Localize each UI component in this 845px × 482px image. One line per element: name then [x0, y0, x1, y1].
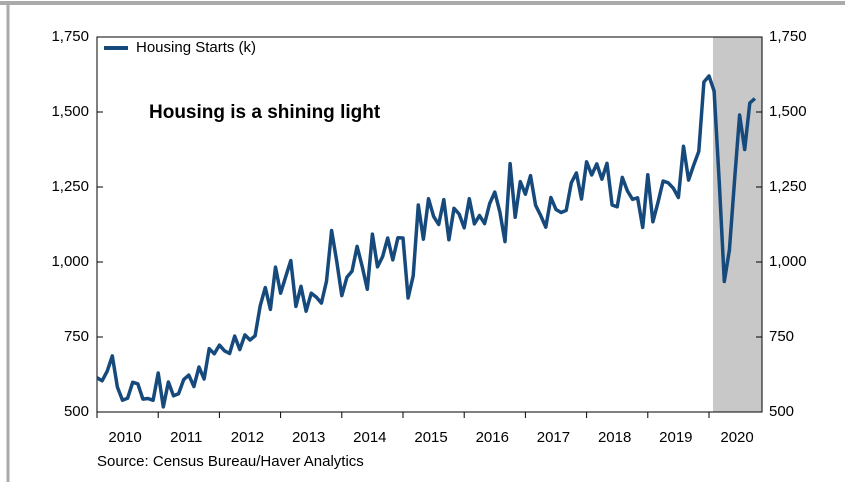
y2-tick-label: 1,500 — [769, 103, 807, 120]
x-tick-label: 2012 — [231, 429, 264, 446]
annotation: Housing is a shining light — [149, 102, 381, 123]
y2-tick-label: 1,750 — [769, 28, 807, 45]
y-tick-label: 1,750 — [51, 28, 89, 45]
plot-frame — [96, 36, 763, 413]
x-tick-label: 2014 — [353, 429, 386, 446]
y-tick-label: 750 — [64, 328, 89, 345]
y-tick-label: 1,000 — [51, 253, 89, 270]
y2-tick-label: 750 — [769, 328, 794, 345]
series-line — [96, 74, 757, 409]
y2-tick-label: 1,250 — [769, 178, 807, 195]
x-tick-label: 2015 — [414, 429, 447, 446]
x-tick-label: 2019 — [659, 429, 692, 446]
x-tick-label: 2017 — [537, 429, 570, 446]
x-tick-label: 2011 — [170, 429, 202, 446]
y-tick-label: 1,250 — [51, 178, 89, 195]
x-tick-label: 2018 — [598, 429, 631, 446]
x-tick-label: 2016 — [476, 429, 509, 446]
y-tick-label: 1,500 — [51, 103, 89, 120]
y2-tick-label: 500 — [769, 403, 794, 420]
x-tick-label: 2013 — [292, 429, 325, 446]
source: Source: Census Bureau/Haver Analytics — [97, 453, 364, 470]
legend-label: Housing Starts (k) — [136, 39, 256, 56]
x-tick-label: 2010 — [108, 429, 141, 446]
x-tick-label: 2020 — [720, 429, 753, 446]
y-tick-label: 500 — [64, 403, 89, 420]
y2-tick-label: 1,000 — [769, 253, 807, 270]
